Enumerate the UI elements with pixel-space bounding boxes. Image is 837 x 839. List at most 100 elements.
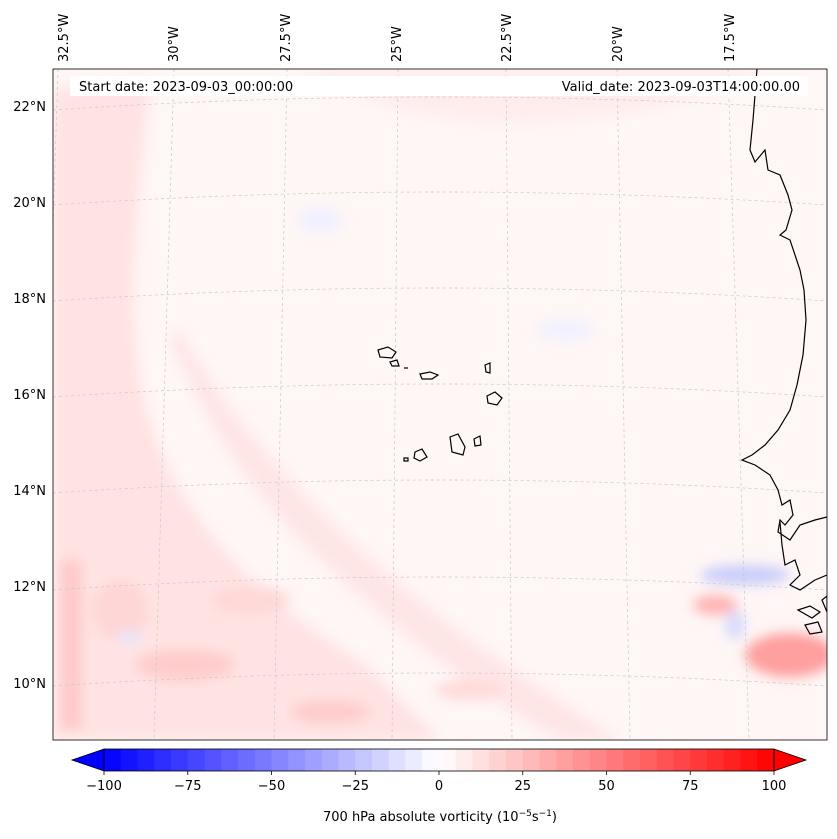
brava-island (403, 457, 409, 462)
colorbar-segment (405, 749, 423, 771)
bissagos-island-3 (821, 595, 827, 613)
colorbar-segments (104, 749, 775, 771)
positive-vorticity-coast-small (693, 595, 737, 615)
colorbar-segment (254, 749, 272, 771)
boa-vista-island (486, 391, 503, 406)
colorbar-ticks: −100 −75 −50 −25 0 25 50 75 100 (86, 771, 786, 794)
negative-vorticity-coast-small (725, 610, 745, 640)
guinea-coastline (779, 521, 827, 591)
colorbar-segment (338, 749, 356, 771)
gridline-lat-14 (53, 479, 827, 494)
bissagos-island-2 (804, 621, 823, 635)
colorbar-segment (640, 749, 658, 771)
colorbar-segment (556, 749, 574, 771)
gridline-lat-18 (53, 287, 827, 302)
sao-nicolau-island (419, 371, 440, 380)
negative-vorticity-coast (700, 565, 790, 585)
colorbar-segment (422, 749, 440, 771)
colorbar-segment (589, 749, 607, 771)
lat-label-10: 10°N (13, 677, 46, 692)
lon-label-32-5: 32.5°W (57, 14, 72, 62)
lon-label-25: 25°W (390, 26, 405, 62)
lat-label-14: 14°N (13, 484, 46, 499)
gridline-lat-10 (53, 672, 827, 687)
santiago-island (449, 433, 466, 456)
colorbar-segment (355, 749, 373, 771)
positive-vorticity-blob-5 (92, 580, 148, 640)
gridline-lon-22-5 (505, 69, 513, 740)
valid-date-label: Valid_date: 2023-09-03T14:00:00.00 (562, 80, 800, 95)
colorbar-segment (623, 749, 641, 771)
gridline-lat-20 (53, 191, 827, 206)
colorbar-segment (171, 749, 189, 771)
colorbar-segment (573, 749, 591, 771)
negative-vorticity-central (537, 320, 593, 340)
fogo-island (413, 448, 428, 462)
colorbar-segment (673, 749, 691, 771)
colorbar-segment (388, 749, 406, 771)
header-bar (70, 76, 808, 96)
latitude-labels: 22°N 20°N 18°N 16°N 14°N 12°N 10°N (13, 100, 46, 692)
colorbar-segment (204, 749, 222, 771)
colorbar-segment (104, 749, 122, 771)
positive-vorticity-blob-4 (210, 586, 290, 614)
colorbar-segment (305, 749, 323, 771)
gridline-lon-17-5 (727, 69, 750, 740)
colorbar-segment (271, 749, 289, 771)
colorbar-label-close: ) (552, 810, 557, 825)
colorbar-segment (656, 749, 674, 771)
colorbar-label-exp2: −1 (539, 809, 552, 819)
gridline-lon-25 (391, 69, 399, 740)
gridline-lon-30 (153, 69, 175, 740)
colorbar-segment (288, 749, 306, 771)
colorbar-segment (238, 749, 256, 771)
gridline-lat-22 (53, 96, 827, 111)
colorbar-segment (740, 749, 758, 771)
colorbar-segment (757, 749, 775, 771)
colorbar-segment (439, 749, 457, 771)
colorbar-segment (690, 749, 708, 771)
colorbar-label-text: 700 hPa absolute vorticity (323, 810, 493, 825)
colorbar-segment (606, 749, 624, 771)
colorbar-label-mid: s (532, 810, 539, 825)
lat-label-20: 20°N (13, 196, 46, 211)
colorbar-label-units: (10 (497, 810, 519, 825)
gridline-lat-12 (53, 576, 827, 591)
bissagos-island-1 (796, 605, 822, 619)
colorbar-segment (187, 749, 205, 771)
lat-label-22: 22°N (13, 100, 46, 115)
colorbar-segment (723, 749, 741, 771)
colorbar-tick-label: 50 (598, 779, 615, 794)
colorbar-segment (221, 749, 239, 771)
colorbar: −100 −75 −50 −25 0 25 50 75 100 700 hPa absolute… (70, 748, 808, 825)
colorbar-segment (522, 749, 540, 771)
colorbar-segment (120, 749, 138, 771)
colorbar-tick-label: −50 (258, 779, 285, 794)
colorbar-tick-label: −25 (342, 779, 369, 794)
colorbar-tick-label: 25 (514, 779, 531, 794)
coastlines (377, 69, 827, 635)
colorbar-segment (372, 749, 390, 771)
lon-label-20: 20°W (611, 26, 626, 62)
colorbar-low-extend (70, 748, 105, 772)
lon-label-30: 30°W (167, 26, 182, 62)
lon-label-27-5: 27.5°W (279, 14, 294, 62)
africa-coastline (740, 69, 827, 541)
lat-label-12: 12°N (13, 580, 46, 595)
colorbar-tick-label: 0 (435, 779, 443, 794)
colorbar-segment (539, 749, 557, 771)
colorbar-label-exp1: −5 (519, 809, 532, 819)
colorbar-segment (321, 749, 339, 771)
lat-label-18: 18°N (13, 292, 46, 307)
lon-label-22-5: 22.5°W (500, 14, 515, 62)
colorbar-segment (154, 749, 172, 771)
colorbar-segment (137, 749, 155, 771)
sal-island (484, 362, 491, 374)
positive-vorticity-west-strip (60, 560, 82, 730)
strong-positive-vorticity-coast (745, 633, 827, 677)
start-date-label: Start date: 2023-09-03_00:00:00 (79, 80, 293, 95)
colorbar-tick-label: 100 (762, 779, 787, 794)
colorbar-tick-label: 75 (682, 779, 699, 794)
gridline-lon-20 (616, 69, 631, 740)
